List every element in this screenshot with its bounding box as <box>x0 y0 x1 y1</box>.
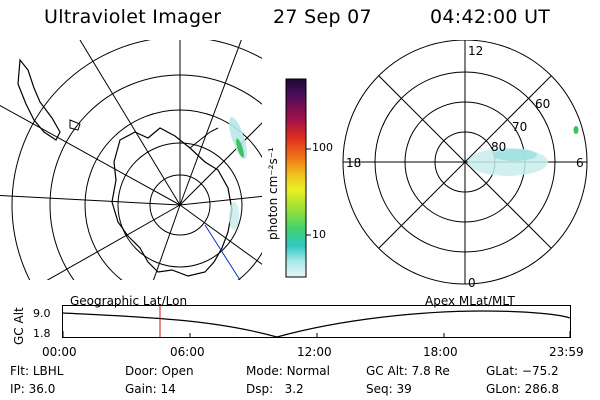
alt-ytick-9: 9.0 <box>33 307 51 320</box>
mlat-label-60: 60 <box>535 97 551 111</box>
mlt-label-0: 0 <box>468 276 476 290</box>
polar-mlat-mlt-map <box>342 40 588 285</box>
alt-xtick-1200: 12:00 <box>297 345 332 359</box>
status-flt: Flt: LBHL <box>10 364 64 378</box>
time-label: 04:42:00 UT <box>430 6 551 28</box>
alt-xtick-0600: 06:00 <box>170 345 205 359</box>
status-seq: Seq: 39 <box>366 382 412 396</box>
status-glat: GLat: −75.2 <box>486 364 559 378</box>
alt-xtick-0000: 00:00 <box>42 345 77 359</box>
mlt-label-12: 12 <box>468 44 484 58</box>
status-gc-alt: GC Alt: 7.8 Re <box>366 364 450 378</box>
status-ip: IP: 36.0 <box>10 382 56 396</box>
mlt-label-6: 6 <box>576 156 584 170</box>
mlt-label-18: 18 <box>346 156 362 170</box>
status-gain: Gain: 14 <box>125 382 176 396</box>
alt-plot-ylabel: GC Alt <box>12 307 26 345</box>
mlat-label-70: 70 <box>512 120 528 134</box>
polar-map-label: Apex MLat/MLT <box>425 294 515 308</box>
geographic-map-label: Geographic Lat/Lon <box>70 294 188 308</box>
colorbar-tick-100: 100 <box>312 141 333 154</box>
instrument-title: Ultraviolet Imager <box>44 6 222 28</box>
alt-ytick-1-8: 1.8 <box>33 327 51 340</box>
altitude-plot <box>62 305 571 338</box>
colorbar-tick-10: 10 <box>312 228 326 241</box>
mlat-label-80: 80 <box>491 140 507 154</box>
status-glon: GLon: 286.8 <box>486 382 559 396</box>
alt-xtick-1800: 18:00 <box>423 345 458 359</box>
intensity-colorbar <box>285 78 311 278</box>
status-dsp: Dsp: 3.2 <box>246 382 304 396</box>
date-label: 27 Sep 07 <box>273 6 372 28</box>
colorbar-unit-label: photon cm⁻²s⁻¹ <box>266 147 280 240</box>
status-door: Door: Open <box>125 364 194 378</box>
alt-xtick-2359: 23:59 <box>549 345 584 359</box>
status-mode: Mode: Normal <box>246 364 330 378</box>
geographic-map <box>0 40 262 280</box>
